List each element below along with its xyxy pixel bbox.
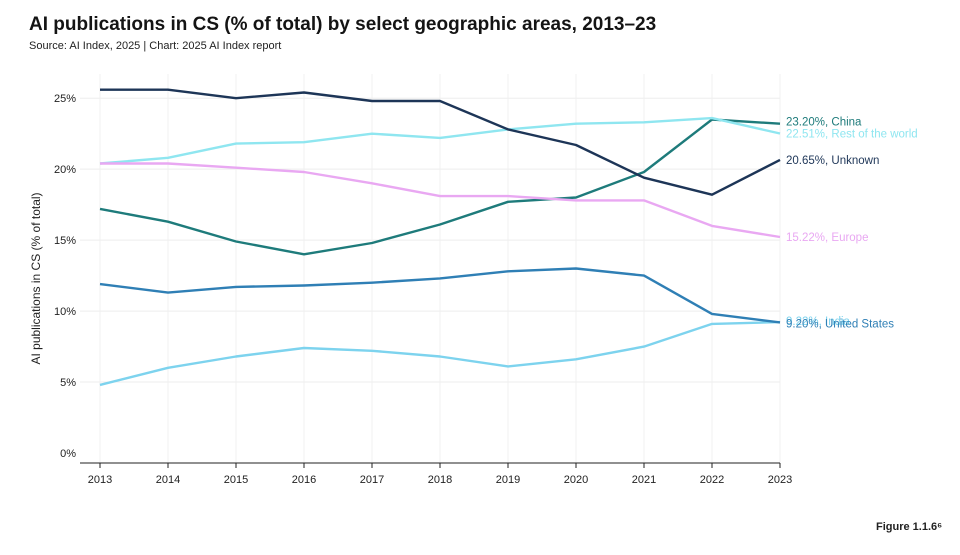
end-label-unknown: 20.65%, Unknown: [786, 155, 879, 167]
x-tick-label: 2018: [428, 474, 452, 486]
x-tick-label: 2019: [496, 474, 520, 486]
end-label-europe: 15.22%, Europe: [786, 232, 868, 244]
x-tick-label: 2017: [360, 474, 384, 486]
end-label-rest-of-the-world: 22.51%, Rest of the world: [786, 129, 918, 141]
end-label-india: 9.22%, India: [786, 316, 851, 328]
x-tick-label: 2021: [632, 474, 656, 486]
y-tick-label: 25%: [54, 93, 76, 105]
x-tick-label: 2022: [700, 474, 724, 486]
chart-title: AI publications in CS (% of total) by se…: [29, 14, 657, 35]
y-tick-label: 20%: [54, 164, 76, 176]
x-tick-label: 2016: [292, 474, 316, 486]
series-lines: [99, 88, 781, 387]
end-label-united-states: 9.20%, United States: [786, 318, 894, 330]
y-tick-label: 10%: [54, 306, 76, 318]
x-tick-label: 2014: [156, 474, 180, 486]
grid-lines: [80, 74, 781, 465]
x-tick-label: 2023: [768, 474, 792, 486]
y-tick-label: 5%: [60, 377, 76, 389]
end-label-china: 23.20%, China: [786, 117, 862, 129]
x-tick-label: 2020: [564, 474, 588, 486]
figure-label: Figure 1.1.6⁶: [876, 521, 943, 533]
series-line-unknown: [100, 88, 781, 196]
series-line-india: [99, 320, 781, 387]
series-line-china: [99, 118, 781, 256]
y-tick-label: 15%: [54, 235, 76, 247]
series-line-europe: [100, 162, 781, 239]
axes: 0% 5% 10% 15% 20% 25% 2013 2014 2015 2016 2017 2018…: [54, 93, 792, 486]
y-axis-label: AI publications in CS (% of total): [29, 192, 43, 364]
x-tick-label: 2013: [88, 474, 112, 486]
series-line-rest-of-the-world: [99, 116, 781, 165]
x-tick-label: 2015: [224, 474, 248, 486]
chart-source: Source: AI Index, 2025 | Chart: 2025 AI …: [29, 40, 282, 52]
series-line-united-states: [99, 267, 781, 324]
y-tick-label: 0%: [60, 448, 76, 460]
